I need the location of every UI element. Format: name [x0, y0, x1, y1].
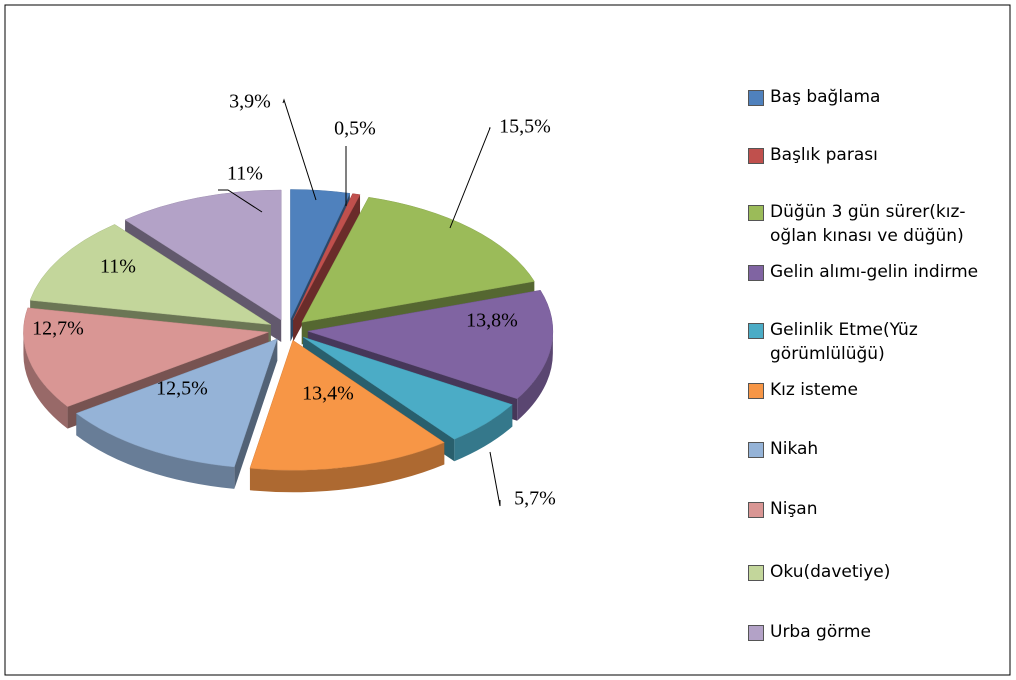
legend-label: Başlık parası	[770, 145, 878, 165]
slice	[302, 336, 513, 440]
legend-swatch	[748, 383, 764, 399]
legend-label: Urba görme	[770, 622, 871, 642]
legend-item: Gelin alımı-gelin indirme	[748, 260, 1010, 284]
slice-wall	[454, 404, 513, 462]
legend-swatch	[748, 265, 764, 281]
slice-wall	[249, 442, 445, 493]
legend-item: Kız isteme	[748, 378, 1010, 402]
legend-item: Nişan	[748, 497, 1010, 521]
legend-item: Oku(davetiye)	[748, 560, 1010, 584]
legend-label: Gelin alımı-gelin indirme	[770, 262, 979, 282]
legend-item: Urba görme	[748, 620, 1010, 644]
legend-item: Nikah	[748, 437, 1010, 461]
border	[4, 4, 1011, 676]
legend-swatch	[748, 205, 764, 221]
legend-label: Kız isteme	[770, 380, 858, 400]
leader-line	[449, 127, 491, 229]
slice	[301, 196, 535, 323]
leader-line	[218, 189, 263, 213]
slice	[290, 189, 351, 320]
slice	[307, 289, 554, 400]
slice-wall	[76, 413, 235, 489]
data-label: 13,4%	[302, 383, 354, 405]
legend-swatch	[748, 90, 764, 106]
legend-item: Gelinlik Etme(Yüz görümlülüğü)	[748, 318, 1010, 366]
slice-side	[234, 338, 278, 489]
legend-label: Nikah	[770, 439, 819, 459]
legend-label: Nişan	[770, 499, 818, 519]
data-label: 15,5%	[499, 116, 551, 138]
slice	[75, 338, 278, 468]
legend-swatch	[748, 323, 764, 339]
legend-swatch	[748, 148, 764, 164]
slice	[249, 339, 445, 471]
legend-label: Düğün 3 gün sürer(kız-oğlan kınası ve dü…	[770, 202, 966, 246]
slice-side	[293, 194, 361, 342]
slice	[124, 189, 282, 321]
legend-item: Baş bağlama	[748, 85, 1010, 109]
legend-swatch	[748, 565, 764, 581]
legend-label: Oku(davetiye)	[770, 562, 891, 582]
data-label: 13,8%	[466, 310, 518, 332]
data-label: 0,5%	[334, 118, 376, 140]
data-label: 3,9%	[229, 91, 271, 113]
data-label: 12,5%	[156, 378, 208, 400]
slice	[23, 307, 269, 407]
legend-swatch	[748, 625, 764, 641]
legend-swatch	[748, 442, 764, 458]
legend-item: Başlık parası	[748, 143, 1010, 167]
leader-line	[489, 451, 501, 507]
legend-item: Düğün 3 gün sürer(kız-oğlan kınası ve dü…	[748, 200, 1010, 248]
slice	[29, 224, 271, 325]
data-label: 11%	[100, 256, 136, 278]
data-label: 11%	[227, 163, 263, 185]
legend-label: Baş bağlama	[770, 87, 881, 107]
data-label: 5,7%	[514, 488, 556, 510]
data-label: 12,7%	[32, 318, 84, 340]
leader-line	[282, 98, 317, 201]
legend-swatch	[748, 502, 764, 518]
slice-wall	[23, 332, 68, 429]
slice-wall	[517, 331, 553, 421]
slice	[292, 193, 361, 320]
legend-label: Gelinlik Etme(Yüz görümlülüğü)	[770, 320, 918, 364]
